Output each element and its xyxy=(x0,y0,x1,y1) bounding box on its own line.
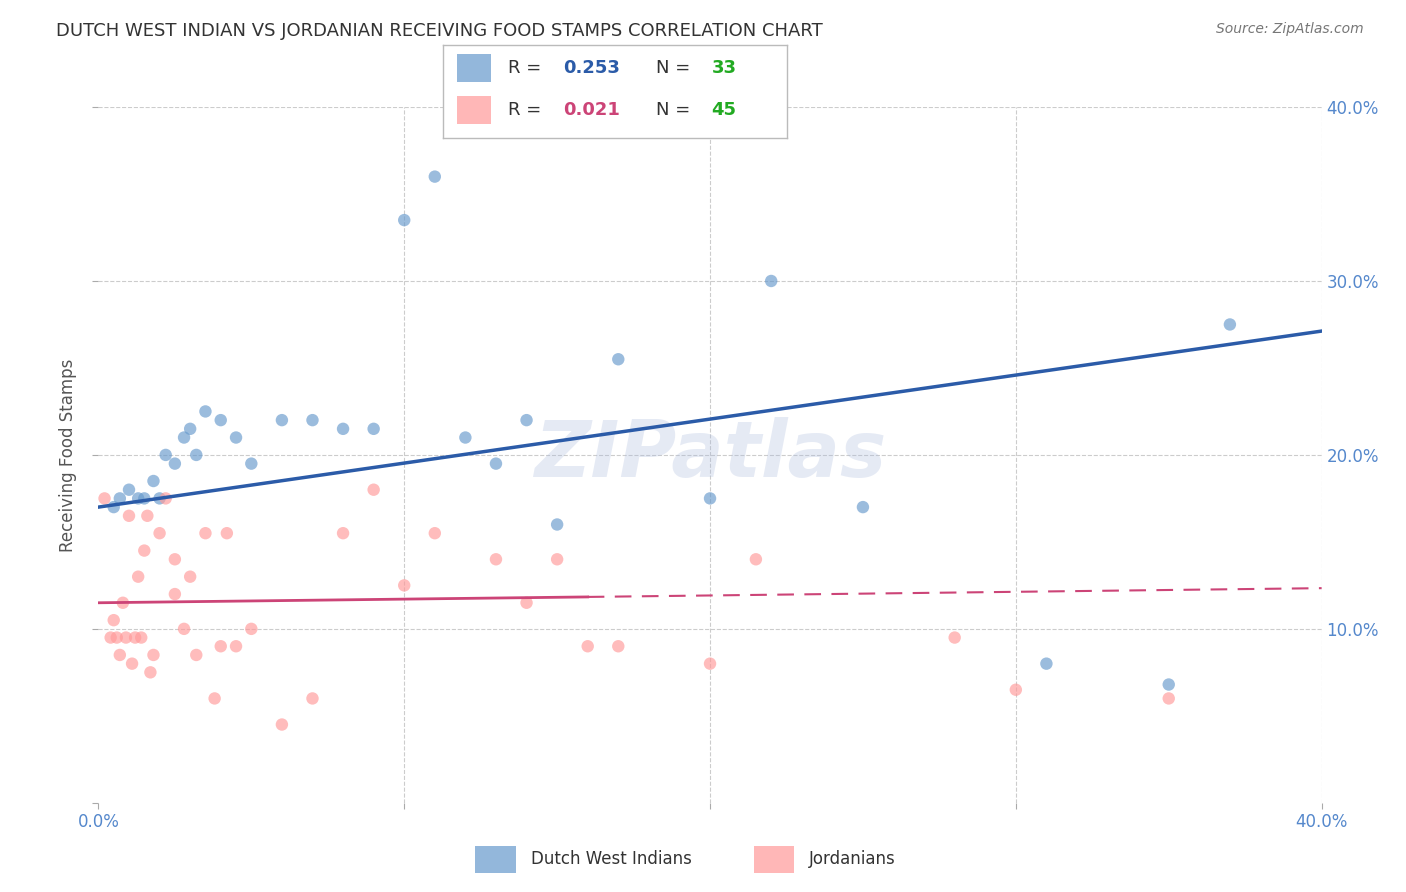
Point xyxy=(100,631,122,645)
Point xyxy=(103,500,125,514)
Point xyxy=(301,413,323,427)
Point xyxy=(1157,677,1180,691)
Point xyxy=(163,587,186,601)
Point xyxy=(516,413,538,427)
Text: R =: R = xyxy=(509,101,547,120)
Point xyxy=(225,431,247,445)
Point xyxy=(163,457,186,471)
Point xyxy=(392,578,416,592)
Point xyxy=(759,274,782,288)
Point xyxy=(699,491,721,506)
Point xyxy=(194,526,217,541)
Point xyxy=(301,691,323,706)
Point xyxy=(173,431,195,445)
Point xyxy=(179,422,201,436)
Point xyxy=(155,448,177,462)
Text: 0.253: 0.253 xyxy=(564,59,620,77)
Point xyxy=(215,526,238,541)
FancyBboxPatch shape xyxy=(754,847,794,873)
Point xyxy=(155,491,177,506)
Point xyxy=(607,639,630,653)
Point xyxy=(270,413,292,427)
Point xyxy=(127,491,149,506)
Point xyxy=(270,717,292,731)
Point xyxy=(127,570,149,584)
Point xyxy=(576,639,599,653)
Y-axis label: Receiving Food Stamps: Receiving Food Stamps xyxy=(59,359,77,551)
Point xyxy=(699,657,721,671)
Text: Source: ZipAtlas.com: Source: ZipAtlas.com xyxy=(1216,22,1364,37)
Point xyxy=(103,613,125,627)
Point xyxy=(546,517,568,532)
Point xyxy=(179,570,201,584)
Text: R =: R = xyxy=(509,59,547,77)
Point xyxy=(142,474,165,488)
Text: ZIPatlas: ZIPatlas xyxy=(534,417,886,493)
Point xyxy=(142,648,165,662)
Point xyxy=(93,491,115,506)
Point xyxy=(332,422,354,436)
Point xyxy=(607,352,630,367)
Point xyxy=(1004,682,1026,697)
Point xyxy=(136,508,159,523)
Point xyxy=(209,413,232,427)
Point xyxy=(332,526,354,541)
Point xyxy=(149,491,172,506)
Point xyxy=(186,448,208,462)
Point xyxy=(852,500,875,514)
Point xyxy=(118,483,141,497)
Point xyxy=(108,491,131,506)
FancyBboxPatch shape xyxy=(457,96,491,124)
Point xyxy=(124,631,146,645)
Point xyxy=(225,639,247,653)
Text: 45: 45 xyxy=(711,101,737,120)
Point xyxy=(186,648,208,662)
Point xyxy=(163,552,186,566)
Text: DUTCH WEST INDIAN VS JORDANIAN RECEIVING FOOD STAMPS CORRELATION CHART: DUTCH WEST INDIAN VS JORDANIAN RECEIVING… xyxy=(56,22,823,40)
Point xyxy=(204,691,226,706)
Point xyxy=(108,648,131,662)
Point xyxy=(105,631,128,645)
Point xyxy=(363,483,385,497)
Point xyxy=(115,631,138,645)
Text: 33: 33 xyxy=(711,59,737,77)
Point xyxy=(363,422,385,436)
Point xyxy=(240,457,263,471)
Point xyxy=(943,631,966,645)
FancyBboxPatch shape xyxy=(475,847,516,873)
Point xyxy=(111,596,134,610)
Point xyxy=(129,631,152,645)
Point xyxy=(423,169,446,184)
Point xyxy=(454,431,477,445)
Text: Dutch West Indians: Dutch West Indians xyxy=(531,849,692,868)
Point xyxy=(209,639,232,653)
Point xyxy=(149,526,172,541)
Point xyxy=(423,526,446,541)
Point xyxy=(121,657,143,671)
Point xyxy=(173,622,195,636)
Point xyxy=(139,665,162,680)
Point xyxy=(118,508,141,523)
Point xyxy=(1035,657,1057,671)
Text: N =: N = xyxy=(657,101,696,120)
Point xyxy=(194,404,217,418)
Point xyxy=(134,543,156,558)
Point xyxy=(1219,318,1241,332)
FancyBboxPatch shape xyxy=(457,54,491,82)
Point xyxy=(546,552,568,566)
Point xyxy=(745,552,768,566)
Point xyxy=(134,491,156,506)
Text: N =: N = xyxy=(657,59,696,77)
Point xyxy=(392,213,416,227)
Point xyxy=(1157,691,1180,706)
Point xyxy=(516,596,538,610)
Point xyxy=(485,457,508,471)
Point xyxy=(485,552,508,566)
Text: Jordanians: Jordanians xyxy=(810,849,896,868)
Point xyxy=(240,622,263,636)
Text: 0.021: 0.021 xyxy=(564,101,620,120)
